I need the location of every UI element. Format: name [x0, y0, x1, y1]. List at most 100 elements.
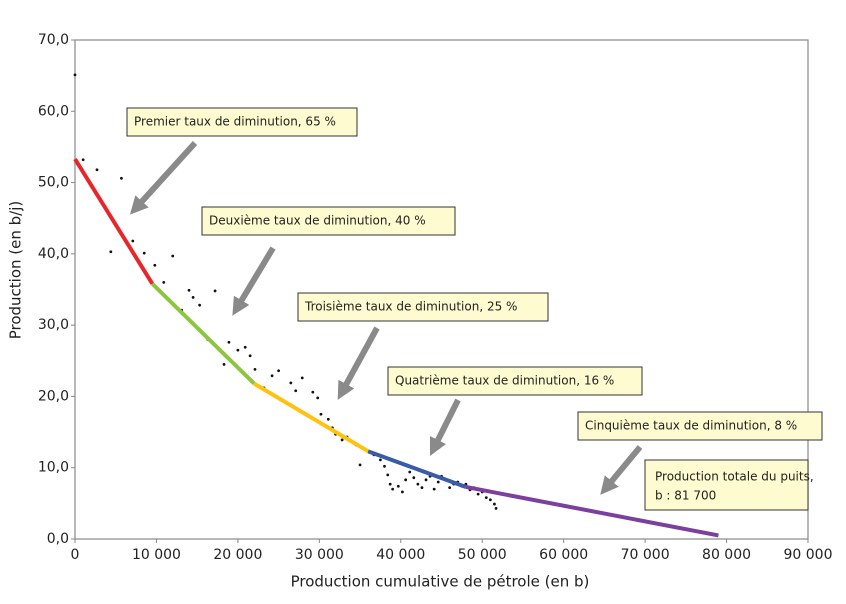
data-point [213, 289, 217, 293]
data-point [412, 476, 416, 480]
arrow [129, 140, 198, 215]
data-point [420, 486, 424, 490]
data-point [222, 362, 226, 366]
data-point [476, 492, 480, 496]
data-point [227, 340, 231, 344]
data-point [404, 478, 408, 482]
data-point [289, 381, 293, 385]
x-tick-label: 60 000 [539, 547, 588, 563]
line-segment [150, 282, 256, 386]
y-axis-label: Production (en b/j) [7, 201, 25, 340]
data-point [300, 376, 304, 380]
data-point [73, 73, 77, 77]
data-point [396, 484, 400, 488]
x-tick-label: 10 000 [132, 547, 181, 563]
annotation-box [387, 366, 643, 396]
data-point [95, 168, 99, 172]
line-segment [253, 381, 370, 454]
data-point [388, 482, 392, 486]
data-point [358, 463, 362, 467]
data-point [277, 369, 281, 373]
data-point [248, 354, 252, 358]
data-point [401, 490, 404, 494]
data-point [316, 396, 320, 400]
arrows [129, 140, 643, 495]
annotation: Deuxième taux de diminution, 40 % [201, 206, 456, 236]
data-point [436, 480, 440, 484]
annotation-text: Quatrième taux de diminution, 16 % [395, 374, 614, 388]
annotation-box [644, 459, 809, 511]
data-point [493, 502, 496, 506]
annotation: Troisième taux de diminution, 25 % [297, 292, 549, 322]
arrow [429, 398, 461, 457]
x-axis-label: Production cumulative de pétrole (en b) [291, 573, 590, 591]
annotation: Production totale du puits, b : 81 700 [644, 459, 814, 511]
data-point [131, 239, 135, 243]
y-tick-label: 30,0 [38, 317, 69, 333]
plot-area [74, 39, 809, 540]
data-point [319, 412, 323, 416]
data-point [448, 486, 452, 490]
x-tick-label: 20 000 [213, 547, 262, 563]
annotation-text: Deuxième taux de diminution, 40 % [209, 214, 426, 228]
data-point [386, 473, 390, 477]
annotation-box [577, 411, 823, 441]
data-point [120, 176, 123, 180]
annotation-box [126, 107, 358, 137]
y-tick-label: 20,0 [38, 388, 69, 404]
data-point [109, 250, 113, 254]
x-tick-label: 90 000 [784, 547, 833, 563]
x-tick-label: 40 000 [376, 547, 425, 563]
data-point [198, 303, 202, 307]
x-tick-label: 0 [71, 547, 80, 563]
annotation: Premier taux de diminution, 65 % [126, 107, 358, 137]
y-tick-label: 0,0 [47, 531, 69, 547]
data-point [236, 348, 240, 352]
x-tick-label: 70 000 [621, 547, 670, 563]
data-point [424, 478, 428, 482]
line-segment [465, 484, 719, 538]
annotation-text: Production totale du puits, [655, 470, 814, 484]
data-point [153, 263, 157, 267]
y-tick-label: 10,0 [38, 460, 69, 476]
annotation-text: Premier taux de diminution, 65 % [134, 115, 336, 129]
annotation: Cinquième taux de diminution, 8 % [577, 411, 823, 441]
data-point [494, 506, 498, 510]
data-point [408, 470, 412, 474]
data-point [432, 487, 436, 491]
annotation-box [297, 292, 549, 322]
data-point [326, 417, 330, 421]
x-tick-label: 50 000 [458, 547, 507, 563]
data-point [383, 464, 386, 468]
x-tick-label: 80 000 [702, 547, 751, 563]
annotation-text: Cinquième taux de diminution, 8 % [585, 419, 797, 433]
arrow [232, 246, 276, 316]
data-point [311, 390, 315, 394]
y-tick-label: 60,0 [38, 103, 69, 119]
data-point [391, 487, 395, 491]
data-point [340, 438, 344, 442]
data-point [484, 496, 488, 500]
data-point [416, 482, 420, 486]
line-segment [367, 449, 467, 489]
data-point [379, 458, 382, 462]
data-point [270, 374, 274, 378]
y-tick-label: 50,0 [38, 175, 69, 191]
data-point [187, 288, 191, 292]
marks [73, 73, 719, 538]
data-point [191, 295, 195, 299]
annotation-text: Troisième taux de diminution, 25 % [304, 300, 517, 314]
data-point [81, 158, 85, 162]
y-tick-label: 40,0 [38, 246, 69, 262]
annotation-text: b : 81 700 [655, 489, 716, 503]
data-point [488, 498, 492, 502]
arrow [600, 445, 643, 495]
line-segment [73, 157, 155, 285]
data-point [142, 251, 146, 255]
data-point [171, 254, 175, 258]
annotation-box [201, 206, 456, 236]
x-tick-label: 30 000 [295, 547, 344, 563]
annotation: Quatrième taux de diminution, 16 % [387, 366, 643, 396]
